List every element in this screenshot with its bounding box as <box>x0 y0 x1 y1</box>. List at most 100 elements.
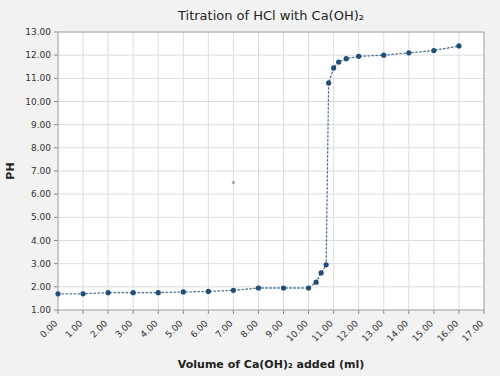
tick <box>83 310 84 314</box>
tick-label: 2.00 <box>88 318 109 339</box>
tick <box>258 310 259 314</box>
grid <box>58 32 484 310</box>
grid-line <box>58 124 484 125</box>
tick-label: 8.00 <box>31 143 51 153</box>
tick <box>408 310 409 314</box>
grid-line <box>58 263 484 264</box>
point <box>336 60 341 65</box>
tick <box>54 32 58 33</box>
point <box>381 53 386 58</box>
tick <box>183 310 184 314</box>
tick-label: 7.00 <box>31 166 51 176</box>
tick <box>58 310 59 314</box>
point <box>431 48 436 53</box>
point <box>324 262 329 267</box>
tick <box>108 310 109 314</box>
tick-label: 5.00 <box>31 212 51 222</box>
point <box>80 291 85 296</box>
tick-label: 2.00 <box>31 282 51 292</box>
point <box>356 54 361 59</box>
point <box>326 80 331 85</box>
tick-label: 6.00 <box>189 318 210 339</box>
grid-line <box>58 171 484 172</box>
point <box>256 285 261 290</box>
tick-label: 4.00 <box>138 318 159 339</box>
frame <box>58 32 484 310</box>
tick <box>54 78 58 79</box>
line <box>58 46 459 294</box>
tick-label: 6.00 <box>31 189 51 199</box>
tick <box>383 310 384 314</box>
tick-label: 3.00 <box>113 318 134 339</box>
tick <box>54 55 58 56</box>
point <box>206 289 211 294</box>
tick-label: 11.00 <box>25 73 51 83</box>
tick-label: 16.00 <box>435 318 460 343</box>
outlier-point <box>232 181 236 185</box>
tick <box>54 101 58 102</box>
point <box>406 50 411 55</box>
point <box>456 43 461 48</box>
point <box>314 280 319 285</box>
grid-line <box>58 55 484 56</box>
tick <box>54 124 58 125</box>
grid-line <box>58 78 484 79</box>
point <box>181 289 186 294</box>
point <box>331 65 336 70</box>
tick-label: 14.00 <box>385 318 410 343</box>
point <box>281 285 286 290</box>
tick-label: 17.00 <box>460 318 485 343</box>
tick-label: 13.00 <box>25 27 51 37</box>
point <box>231 288 236 293</box>
background <box>0 0 500 376</box>
tick <box>54 171 58 172</box>
point <box>344 56 349 61</box>
tick <box>233 310 234 314</box>
tick <box>54 240 58 241</box>
axes: 0.001.002.003.004.005.006.007.008.009.00… <box>25 27 485 344</box>
tick <box>433 310 434 314</box>
plot-area <box>58 32 484 310</box>
tick-label: 4.00 <box>31 236 51 246</box>
grid-line <box>58 147 484 148</box>
tick-label: 10.00 <box>285 318 310 343</box>
x-axis-label: Volume of Ca(OH)₂ added (ml) <box>178 358 364 371</box>
point <box>55 291 60 296</box>
tick-label: 12.00 <box>335 318 360 343</box>
tick <box>308 310 309 314</box>
tick-label: 10.00 <box>25 97 51 107</box>
title: Titration of HCl with Ca(OH)₂ <box>177 8 364 23</box>
tick <box>54 147 58 148</box>
tick <box>54 263 58 264</box>
tick <box>283 310 284 314</box>
tick <box>54 194 58 195</box>
grid-line <box>58 217 484 218</box>
tick <box>54 217 58 218</box>
grid-line <box>58 194 484 195</box>
tick <box>54 286 58 287</box>
tick-label: 13.00 <box>360 318 385 343</box>
tick-label: 1.00 <box>31 305 51 315</box>
tick-label: 0.00 <box>38 318 59 339</box>
tick <box>333 310 334 314</box>
tick <box>358 310 359 314</box>
tick-label: 7.00 <box>214 318 235 339</box>
tick-label: 5.00 <box>163 318 184 339</box>
point <box>131 290 136 295</box>
tick-label: 9.00 <box>264 318 285 339</box>
tick-label: 8.00 <box>239 318 260 339</box>
tick-label: 12.00 <box>25 50 51 60</box>
tick-label: 1.00 <box>63 318 84 339</box>
grid-line <box>58 286 484 287</box>
point <box>156 290 161 295</box>
tick <box>54 310 58 311</box>
tick <box>484 310 485 314</box>
tick <box>133 310 134 314</box>
tick <box>208 310 209 314</box>
point <box>319 270 324 275</box>
point <box>106 290 111 295</box>
tick-label: 15.00 <box>410 318 435 343</box>
tick-label: 9.00 <box>31 120 51 130</box>
grid-line <box>58 240 484 241</box>
grid-line <box>58 101 484 102</box>
